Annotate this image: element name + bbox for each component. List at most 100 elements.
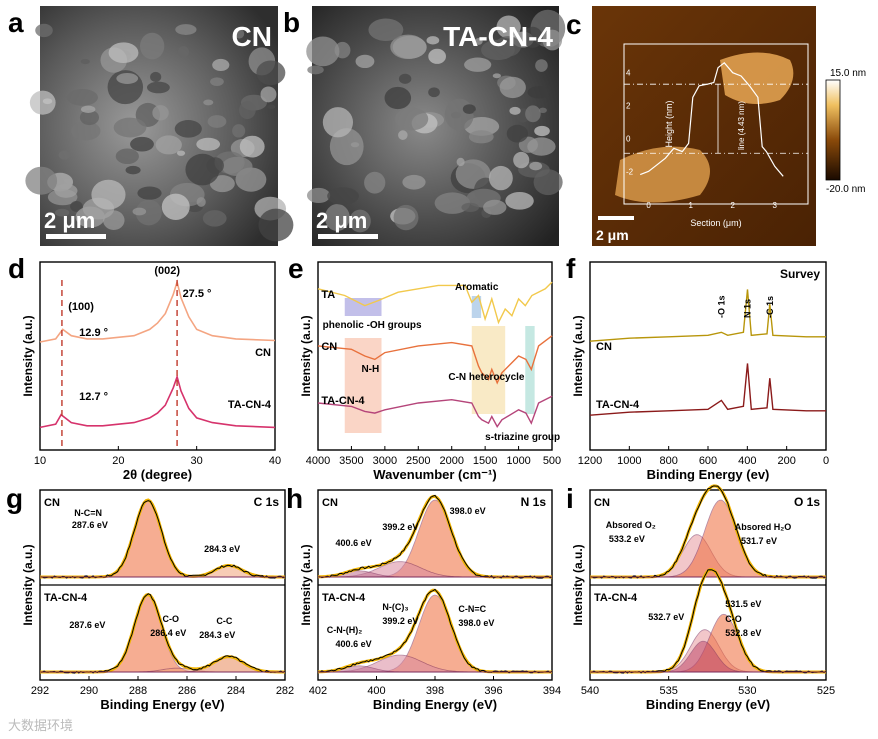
- sem-texture: [306, 9, 566, 233]
- series-line-cn: [589, 289, 826, 342]
- sem-particle: [384, 86, 412, 110]
- sem-particle: [534, 125, 550, 137]
- x-tick-label: 1200: [578, 455, 602, 467]
- x-tick-label: 286: [178, 685, 196, 697]
- afm-height-profile: 0 1 2 3 4 2 0 -2: [624, 61, 808, 210]
- sem-particle: [135, 199, 162, 226]
- afm-inset-frame: [623, 43, 809, 205]
- sem-particle: [522, 26, 543, 48]
- sem-particle: [239, 135, 265, 158]
- annotation-label: (100): [68, 301, 94, 313]
- plot-frame: [589, 261, 827, 451]
- annotation-label: N-(C)₃: [382, 602, 408, 612]
- sem-particle: [54, 183, 78, 198]
- sem-particle: [462, 104, 476, 115]
- series-line-ta-cn-4: [317, 395, 553, 428]
- sem-particle: [25, 166, 58, 195]
- sem-particle: [355, 54, 375, 69]
- annotation-label: N 1s: [743, 299, 753, 318]
- sem-particle: [464, 117, 500, 136]
- sem-particle: [79, 109, 100, 126]
- x-tick-label: 1000: [506, 455, 530, 467]
- panel-title: N 1s: [521, 495, 547, 509]
- annotation-label: 533.2 eV: [609, 534, 645, 544]
- annotation-label: 12.7 °: [79, 391, 108, 403]
- sem-particle: [161, 193, 190, 220]
- annotation-label: C-O: [725, 614, 742, 624]
- sem-particle: [468, 130, 494, 144]
- panel-letter: f: [566, 253, 576, 284]
- panel-f: 1200 1000 800 600 400 200 0 Binding Energy (ev)…: [566, 253, 829, 482]
- x-tick-label: 0: [823, 455, 829, 467]
- x-tick-label: 394: [543, 685, 561, 697]
- sem-particle: [395, 107, 429, 131]
- sem-particle: [393, 204, 419, 231]
- sem-particle: [232, 124, 246, 138]
- sem-particle: [75, 206, 105, 228]
- panel-letter: d: [8, 253, 25, 284]
- panel-letter-b: b: [283, 7, 300, 38]
- sem-label-tacn4: TA-CN-4: [443, 21, 553, 52]
- x-tick-label: 3000: [373, 455, 397, 467]
- annotation-label: -O 1s: [716, 295, 726, 318]
- sem-particle: [368, 18, 404, 42]
- x-tick-label: 200: [777, 455, 795, 467]
- panel-a: a CN 2 μm: [8, 6, 294, 246]
- panel-b: b TA-CN-4 2 μm: [283, 6, 566, 246]
- watermark: 大数据环境: [8, 718, 73, 733]
- scalebar-c: [598, 216, 634, 220]
- sem-particle: [42, 98, 53, 105]
- annotation-label: CN: [321, 341, 337, 353]
- panel-letter: g: [6, 483, 23, 514]
- afm-ylabel: Height (nm): [664, 100, 674, 147]
- sem-particle: [209, 175, 235, 193]
- panel-letter-c: c: [566, 9, 582, 40]
- raw-data-line: [589, 485, 827, 579]
- afm-image: [592, 6, 816, 246]
- annotation-label: 284.3 eV: [204, 544, 240, 554]
- x-tick-label: 30: [191, 455, 203, 467]
- sem-particle: [327, 187, 360, 205]
- annotation-label: TA-CN-4: [321, 395, 365, 407]
- annotation-label: 532.7 eV: [648, 612, 684, 622]
- colorbar-min: -20.0 nm: [826, 184, 865, 195]
- sem-particle: [234, 28, 245, 39]
- sem-particle: [139, 32, 165, 60]
- sem-particle: [66, 89, 98, 106]
- sem-particle: [306, 36, 340, 67]
- y-axis-label: Intensity (a.u.): [299, 544, 313, 625]
- x-tick-label: 288: [129, 685, 147, 697]
- annotation-label: TA-CN-4: [44, 592, 88, 604]
- annotation-label: 532.8 eV: [725, 628, 761, 638]
- x-tick-label: 402: [309, 685, 327, 697]
- afm-xtick-label: 0: [646, 201, 651, 210]
- y-axis-label: Intensity (a.u.): [21, 315, 35, 396]
- afm-flake-2: [615, 146, 710, 203]
- afm-line-label: line (4.43 nm): [737, 101, 746, 150]
- sem-particle: [256, 60, 286, 86]
- panel-g: 292 290 288 286 284 282 Binding Energy (eV) Int…: [6, 483, 294, 712]
- sem-particle: [80, 59, 90, 65]
- panel-e: 4000 3500 3000 2500 2000 1500 1000 500 Wavenumbe…: [288, 253, 561, 482]
- afm-xlabel: Section (μm): [690, 218, 741, 228]
- plot-frame: [39, 261, 276, 451]
- annotation-label: 399.2 eV: [382, 522, 418, 532]
- y-axis-label: Intensity (a.u.): [571, 315, 585, 396]
- x-tick-label: 1500: [473, 455, 497, 467]
- band-triazine: [525, 326, 535, 414]
- colorbar-max: 15.0 nm: [830, 68, 866, 79]
- sem-particle: [35, 23, 53, 38]
- annotation-label: s-triazine group: [485, 432, 560, 443]
- x-tick-label: 2500: [406, 455, 430, 467]
- annotation-label: 531.7 eV: [741, 536, 777, 546]
- sem-particle: [499, 76, 526, 99]
- sem-particle: [488, 165, 513, 191]
- sem-particle: [206, 157, 224, 174]
- raw-data-line: [317, 588, 553, 674]
- sem-particle: [115, 148, 139, 165]
- annotation-label: C-N=C: [458, 604, 486, 614]
- sem-particle: [461, 202, 480, 213]
- sem-particle: [324, 204, 350, 232]
- sem-particle: [364, 171, 386, 194]
